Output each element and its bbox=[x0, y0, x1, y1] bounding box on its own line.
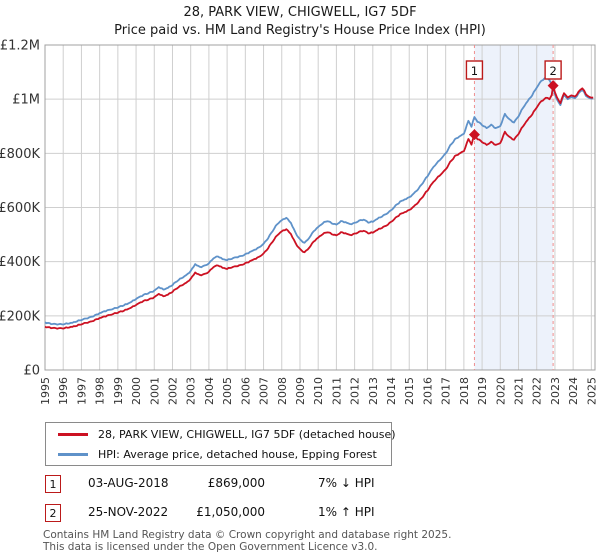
svg-text:£1.2M: £1.2M bbox=[0, 39, 40, 54]
svg-text:2007: 2007 bbox=[258, 377, 271, 405]
sale-1-hpi-diff: 7% ↓ HPI bbox=[318, 476, 375, 490]
sale-2-date: 25-NOV-2022 bbox=[88, 505, 169, 519]
sale-row-2: 2 25-NOV-2022 £1,050,000 1% ↑ HPI bbox=[0, 504, 600, 522]
svg-text:2015: 2015 bbox=[403, 377, 416, 405]
sale-1-number-badge: 1 bbox=[45, 475, 61, 493]
legend-item-property: 28, PARK VIEW, CHIGWELL, IG7 5DF (detach… bbox=[46, 426, 396, 442]
svg-text:2003: 2003 bbox=[185, 377, 198, 405]
svg-text:1996: 1996 bbox=[57, 377, 70, 405]
svg-text:2005: 2005 bbox=[221, 377, 234, 405]
svg-text:£0: £0 bbox=[23, 364, 40, 379]
svg-text:2016: 2016 bbox=[421, 377, 434, 405]
svg-text:2021: 2021 bbox=[513, 377, 526, 405]
svg-text:2004: 2004 bbox=[203, 377, 216, 405]
svg-text:2024: 2024 bbox=[567, 377, 580, 405]
svg-text:2019: 2019 bbox=[476, 377, 489, 405]
sale-row-1: 1 03-AUG-2018 £869,000 7% ↓ HPI bbox=[0, 475, 600, 493]
svg-text:2022: 2022 bbox=[531, 377, 544, 405]
property-line-series bbox=[44, 84, 594, 330]
svg-text:1997: 1997 bbox=[75, 377, 88, 405]
svg-text:2006: 2006 bbox=[239, 377, 252, 405]
svg-text:1998: 1998 bbox=[94, 377, 107, 405]
legend-line-property bbox=[58, 432, 88, 436]
svg-text:1: 1 bbox=[471, 64, 478, 78]
legend-label-hpi: HPI: Average price, detached house, Eppi… bbox=[98, 447, 377, 461]
svg-text:2011: 2011 bbox=[330, 377, 343, 405]
license-footer: Contains HM Land Registry data © Crown c… bbox=[43, 529, 451, 553]
sale-dashed-lines bbox=[473, 45, 554, 370]
page-subtitle: Price paid vs. HM Land Registry's House … bbox=[114, 23, 486, 38]
footer-line-2: This data is licensed under the Open Gov… bbox=[43, 541, 378, 553]
svg-text:2002: 2002 bbox=[166, 377, 179, 405]
plot-border bbox=[44, 44, 596, 371]
svg-text:2000: 2000 bbox=[130, 377, 143, 405]
svg-text:2012: 2012 bbox=[349, 377, 362, 405]
svg-text:£400K: £400K bbox=[0, 255, 40, 270]
footer-line-1: Contains HM Land Registry data © Crown c… bbox=[43, 529, 452, 541]
svg-text:2025: 2025 bbox=[585, 377, 598, 405]
svg-text:2001: 2001 bbox=[148, 377, 161, 405]
chart-legend: 28, PARK VIEW, CHIGWELL, IG7 5DF (detach… bbox=[45, 422, 396, 466]
svg-text:1995: 1995 bbox=[39, 377, 52, 405]
legend-line-hpi bbox=[58, 452, 88, 456]
svg-text:2023: 2023 bbox=[549, 377, 562, 405]
sale-2-number-badge: 2 bbox=[45, 504, 61, 522]
svg-text:2013: 2013 bbox=[367, 377, 380, 405]
svg-text:2010: 2010 bbox=[312, 377, 325, 405]
svg-text:£1M: £1M bbox=[12, 93, 40, 108]
svg-text:2: 2 bbox=[549, 64, 556, 78]
sale-1-price: £869,000 bbox=[207, 476, 265, 490]
svg-text:2014: 2014 bbox=[385, 377, 398, 405]
page-title: 28, PARK VIEW, CHIGWELL, IG7 5DF bbox=[183, 5, 417, 20]
legend-label-property: 28, PARK VIEW, CHIGWELL, IG7 5DF (detach… bbox=[98, 427, 396, 441]
svg-text:1999: 1999 bbox=[112, 377, 125, 405]
sale-2-hpi-diff: 1% ↑ HPI bbox=[318, 505, 375, 519]
sale-point-markers bbox=[468, 80, 559, 141]
svg-text:2008: 2008 bbox=[276, 377, 289, 405]
svg-text:£800K: £800K bbox=[0, 147, 40, 162]
svg-text:2018: 2018 bbox=[458, 377, 471, 405]
svg-text:£600K: £600K bbox=[0, 201, 40, 216]
svg-text:2017: 2017 bbox=[440, 377, 453, 405]
sale-2-price: £1,050,000 bbox=[196, 505, 265, 519]
svg-text:2009: 2009 bbox=[294, 377, 307, 405]
sale-1-date: 03-AUG-2018 bbox=[88, 476, 169, 490]
svg-text:£200K: £200K bbox=[0, 309, 40, 324]
legend-item-hpi: HPI: Average price, detached house, Eppi… bbox=[46, 446, 391, 462]
svg-text:2020: 2020 bbox=[494, 377, 507, 405]
y-axis-labels: £0 £200K £400K £600K £800K £1M £1.2M bbox=[0, 39, 40, 379]
hpi-line-series bbox=[44, 76, 594, 326]
x-axis-labels: 1995 1996 1997 1998 1999 2000 2001 2002 2003 2004… bbox=[39, 377, 598, 405]
